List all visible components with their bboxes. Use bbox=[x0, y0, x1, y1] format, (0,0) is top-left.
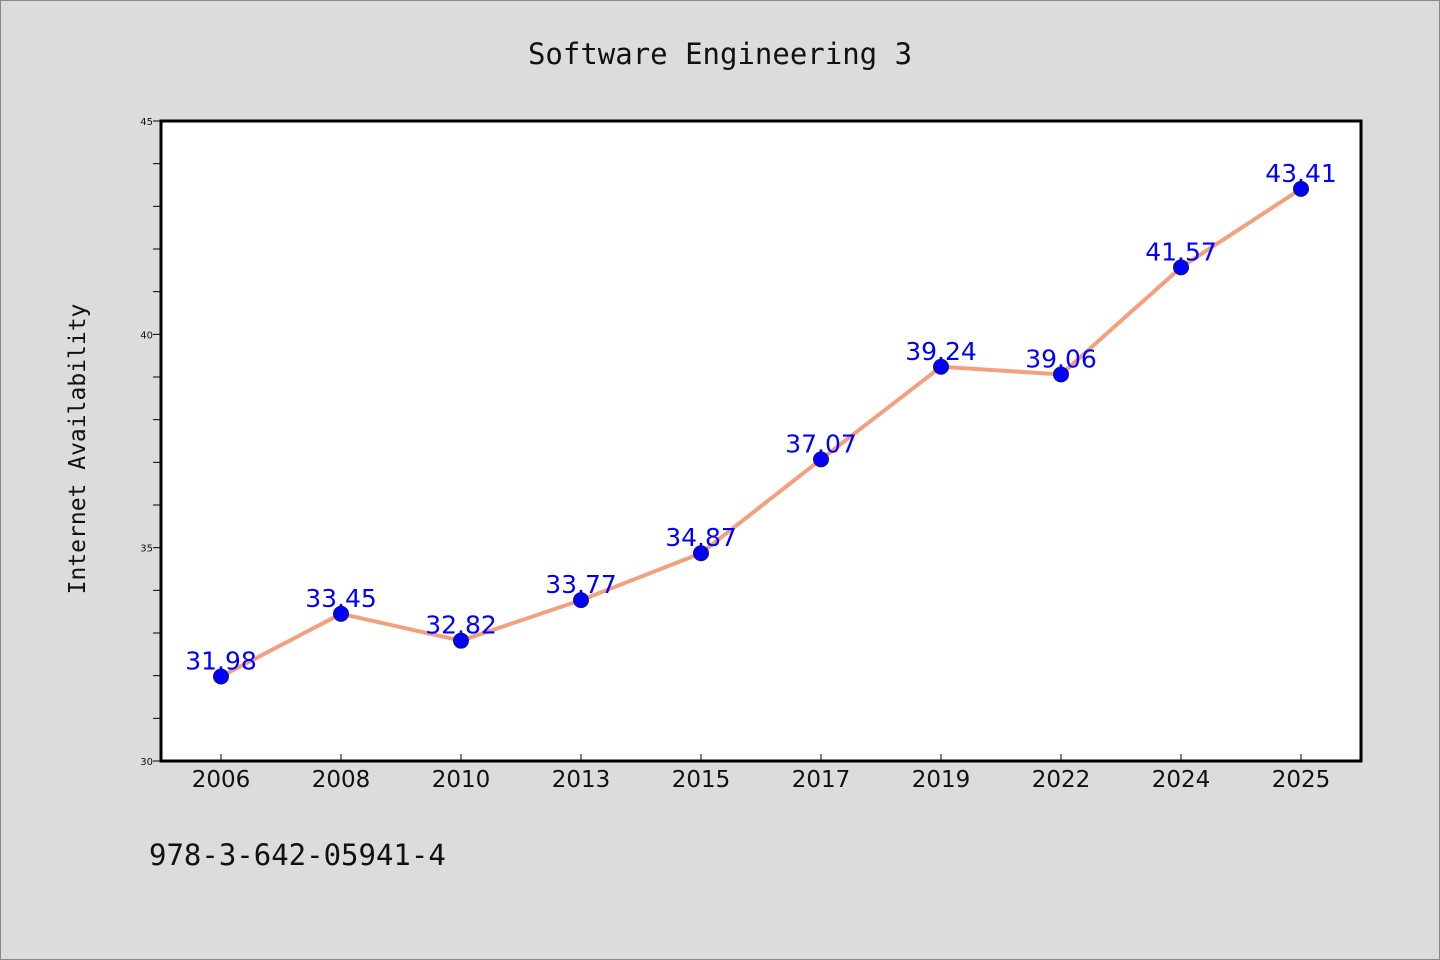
data-point bbox=[333, 605, 349, 622]
data-label: 41.57 bbox=[1145, 237, 1217, 266]
data-point bbox=[1173, 259, 1189, 276]
x-tick-label: 2017 bbox=[792, 767, 851, 793]
chart-title: Software Engineering 3 bbox=[528, 37, 912, 71]
footnote-isbn: 978-3-642-05941-4 bbox=[149, 838, 446, 872]
x-tick-label: 2013 bbox=[552, 767, 611, 793]
data-label: 32.82 bbox=[425, 611, 497, 640]
x-axis: 2006 2008 2010 2013 2015 2017 2019 2022 2024 2025 bbox=[192, 754, 1331, 793]
x-tick-label: 2008 bbox=[312, 767, 371, 793]
series-line bbox=[219, 186, 1303, 679]
data-point bbox=[933, 358, 949, 375]
data-label: 31.98 bbox=[185, 647, 257, 676]
data-point bbox=[813, 451, 829, 468]
y-axis-label: Internet Availability bbox=[65, 304, 91, 595]
data-label: 33.45 bbox=[305, 584, 377, 613]
y-tick-label: 40 bbox=[140, 330, 153, 341]
y-tick-label: 30 bbox=[140, 757, 153, 768]
data-label: 34.87 bbox=[665, 523, 737, 552]
data-point bbox=[693, 545, 709, 562]
plot-area bbox=[159, 119, 1363, 763]
x-tick-label: 2022 bbox=[1032, 767, 1091, 793]
y-axis: 30 35 40 45 bbox=[140, 117, 161, 768]
data-label: 37.07 bbox=[785, 429, 857, 458]
y-tick-label: 45 bbox=[140, 117, 153, 128]
x-tick-label: 2006 bbox=[192, 767, 251, 793]
data-label: 33.77 bbox=[545, 570, 617, 599]
y-tick-label: 35 bbox=[140, 544, 153, 555]
x-tick-label: 2019 bbox=[912, 767, 971, 793]
series-layer: 31.98 33.45 32.82 33.77 34.87 37.07 39.24 39.06… bbox=[185, 159, 1337, 685]
data-point bbox=[453, 632, 469, 649]
data-label: 43.41 bbox=[1265, 159, 1337, 188]
data-point bbox=[1293, 180, 1309, 197]
x-tick-label: 2025 bbox=[1272, 767, 1331, 793]
data-point bbox=[1053, 366, 1069, 383]
data-point bbox=[573, 592, 589, 609]
x-tick-label: 2024 bbox=[1152, 767, 1211, 793]
x-tick-label: 2015 bbox=[672, 767, 731, 793]
data-label: 39.06 bbox=[1025, 344, 1097, 373]
data-label: 39.24 bbox=[905, 337, 977, 366]
x-tick-label: 2010 bbox=[432, 767, 491, 793]
data-point bbox=[213, 668, 229, 685]
